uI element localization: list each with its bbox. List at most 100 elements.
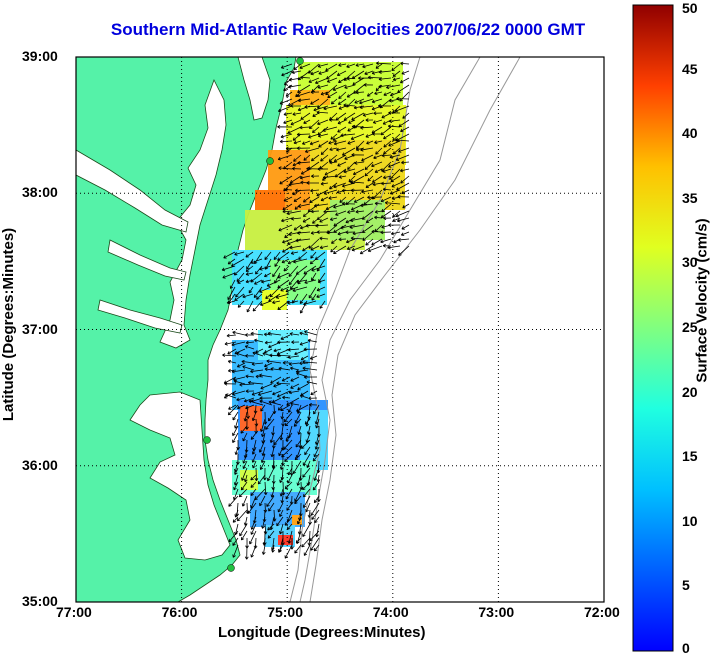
- velocity-arrow: [374, 91, 383, 96]
- velocity-arrow: [346, 63, 356, 68]
- velocity-arrow: [280, 133, 293, 139]
- velocity-arrow: [303, 300, 317, 306]
- chesapeake-bay: [159, 78, 227, 349]
- velocity-arrow: [388, 140, 401, 147]
- velocity-arrow: [302, 366, 318, 371]
- velocity-arrow: [310, 70, 320, 76]
- velocity-arrow: [277, 340, 291, 345]
- velocity-arrow: [262, 467, 267, 481]
- velocity-arrow: [392, 77, 401, 82]
- velocity-arrow: [389, 189, 401, 195]
- velocity-arrow: [396, 96, 410, 101]
- velocity-arrow: [261, 516, 266, 529]
- velocity-arrow: [245, 265, 254, 272]
- velocity-arrow: [233, 265, 245, 276]
- velocity-arrow: [316, 286, 326, 292]
- velocity-arrow: [359, 245, 374, 255]
- velocity-arrow: [395, 154, 410, 161]
- velocity-arrow: [265, 418, 275, 430]
- velocity-arrow: [236, 352, 246, 357]
- velocity-arrow: [299, 175, 311, 180]
- velocity-arrow: [232, 544, 239, 558]
- velocity-arrow: [250, 369, 264, 374]
- velocity-arrow: [354, 98, 365, 104]
- velocity-arrow: [252, 460, 257, 469]
- velocity-arrow: [250, 258, 263, 264]
- velocity-arrow: [330, 133, 338, 140]
- velocity-arrow: [340, 133, 356, 138]
- velocity-arrow: [383, 91, 392, 96]
- velocity-arrow: [310, 245, 320, 251]
- velocity-arrow: [315, 223, 329, 228]
- velocity-arrow: [339, 196, 347, 203]
- velocity-arrow: [374, 209, 383, 214]
- velocity-arrow: [290, 119, 302, 126]
- colorbar-tick-label: 5: [682, 577, 690, 594]
- velocity-arrow: [311, 174, 320, 179]
- velocity-arrow: [399, 77, 410, 84]
- velocity-arrow: [247, 502, 257, 514]
- velocity-arrow: [277, 502, 284, 513]
- velocity-arrow: [310, 390, 318, 396]
- velocity-arrow: [308, 402, 318, 407]
- velocity-arrow: [310, 209, 320, 214]
- velocity-arrow: [263, 481, 268, 496]
- velocity-arrow: [260, 453, 266, 464]
- grid-lines: [76, 57, 604, 602]
- velocity-arrow: [365, 133, 374, 138]
- velocity-arrow: [400, 126, 410, 133]
- velocity-arrow: [273, 383, 282, 388]
- velocity-arrow: [240, 425, 248, 434]
- velocity-arrow: [232, 537, 239, 546]
- colorbar-tick-label: 0: [682, 640, 690, 656]
- velocity-arrow: [284, 516, 293, 526]
- velocity-arrow: [287, 238, 302, 246]
- velocity-arrow: [236, 404, 246, 410]
- velocity-arrow: [317, 63, 329, 68]
- velocity-arrow: [397, 237, 410, 242]
- velocity-arrow: [267, 530, 275, 539]
- velocity-arrow: [338, 105, 347, 110]
- velocity-arrow: [391, 182, 401, 188]
- velocity-arrow: [292, 286, 308, 293]
- velocity-arrow: [350, 236, 365, 241]
- velocity-arrow: [314, 439, 320, 450]
- velocity-arrow: [351, 245, 365, 252]
- velocity-arrow: [381, 181, 392, 186]
- velocity-arrow: [375, 147, 383, 155]
- velocity-arrow: [251, 446, 257, 455]
- velocity-arrow: [299, 63, 311, 70]
- velocity-arrow: [383, 216, 392, 221]
- velocity-arrow: [288, 362, 300, 366]
- velocity-arrow: [310, 537, 320, 551]
- velocity-arrow: [355, 90, 365, 95]
- velocity-arrow: [224, 341, 237, 346]
- velocity-arrow: [337, 119, 347, 125]
- velocity-arrow: [342, 201, 356, 206]
- velocity-arrow: [397, 194, 410, 199]
- velocity-arrow: [245, 279, 254, 284]
- velocity-arrow: [296, 132, 311, 137]
- velocity-arrow: [241, 530, 248, 541]
- velocity-arrow: [266, 467, 275, 482]
- velocity-arrow: [286, 210, 302, 216]
- velocity-arrow: [266, 279, 281, 287]
- velocity-arrow: [349, 180, 365, 184]
- velocity-arrow: [337, 161, 347, 167]
- velocity-arrow: [367, 175, 374, 182]
- velocity-arrow: [278, 366, 291, 371]
- velocity-arrow: [263, 332, 273, 337]
- velocity-arrow: [282, 360, 291, 365]
- x-tick-label: 74:00: [372, 604, 409, 620]
- velocity-arrow: [296, 279, 308, 284]
- velocity-arrow: [302, 453, 311, 466]
- velocity-arrow: [285, 286, 299, 293]
- velocity-arrow: [280, 334, 291, 340]
- velocity-arrow: [299, 300, 308, 314]
- velocity-arrow: [399, 168, 410, 173]
- velocity-arrow: [285, 488, 293, 500]
- velocity-arrow: [299, 394, 309, 399]
- velocity-arrow: [281, 217, 293, 223]
- station-marker: [266, 157, 274, 165]
- velocity-arrow: [398, 245, 410, 256]
